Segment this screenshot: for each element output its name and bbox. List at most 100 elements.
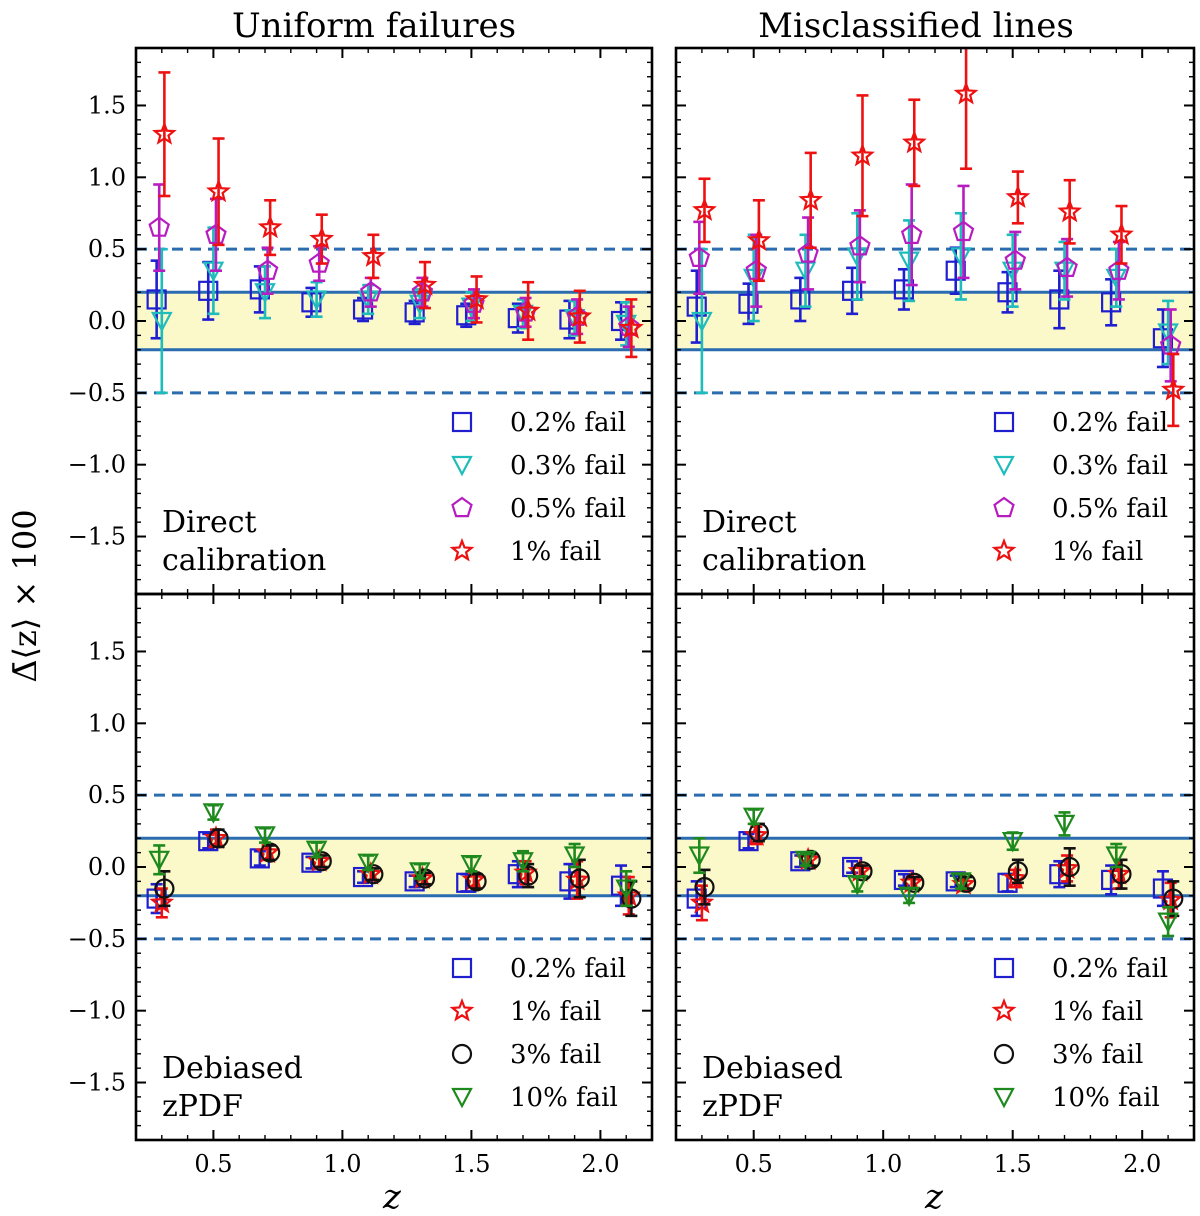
legend-label: 1% fail (1052, 997, 1143, 1027)
panel-uniform-debiased: 0.5 1.0 1.5 2.0 −1.5 −1.0 −0.5 0.0 0.5 1.0 1.5 Debi… (68, 592, 654, 1178)
data-point (198, 280, 219, 301)
data-point (208, 828, 229, 849)
data-point (257, 214, 283, 239)
data-point (901, 129, 927, 154)
data-point (1157, 912, 1179, 933)
data-series-group (146, 71, 644, 395)
data-point (950, 872, 972, 893)
legend-label: 0.2% fail (510, 954, 626, 984)
legend-marker (993, 1043, 1015, 1065)
legend-label: 1% fail (510, 537, 601, 567)
legend-marker (993, 496, 1015, 518)
x-tick-label: 1.5 (452, 1150, 490, 1178)
data-point (308, 252, 330, 273)
data-point (154, 878, 175, 899)
data-point (360, 243, 386, 267)
x-tick-label: 1.0 (323, 1150, 361, 1178)
data-point (1111, 864, 1132, 885)
data-point (464, 286, 490, 311)
data-point (513, 859, 538, 884)
data-point (1109, 221, 1134, 246)
legend-label: 0.2% fail (1052, 954, 1168, 984)
x-axis-label-left: z (382, 1177, 402, 1216)
data-point (518, 865, 539, 886)
data-point (846, 875, 869, 896)
data-point (852, 861, 873, 882)
legend-marker (451, 957, 473, 979)
data-point (1007, 861, 1028, 882)
legend-label: 10% fail (510, 1083, 618, 1113)
data-point (950, 247, 972, 268)
data-point (797, 242, 819, 263)
data-point (742, 807, 765, 829)
x-tick-label: 0.5 (735, 1150, 773, 1178)
data-series-group (686, 807, 1184, 938)
legend-label: 0.5% fail (510, 494, 626, 524)
data-point (512, 852, 534, 873)
legend-marker (993, 411, 1015, 433)
data-point (460, 855, 483, 876)
data-point (1001, 832, 1024, 853)
data-point (1057, 198, 1083, 223)
data-point (408, 862, 431, 883)
data-point (1157, 323, 1179, 344)
data-point (691, 311, 713, 333)
data-point (1105, 846, 1128, 867)
data-point (694, 877, 715, 898)
data-point (846, 247, 869, 268)
data-point (686, 296, 707, 317)
data-point (616, 882, 642, 907)
x-tick-label: 2.0 (1123, 1150, 1161, 1178)
data-point (203, 825, 229, 849)
legend-marker (991, 537, 1017, 562)
data-point (363, 864, 384, 885)
data-point (904, 872, 925, 893)
data-point (798, 187, 824, 211)
y-tick-label: 0.0 (88, 853, 126, 881)
data-point (410, 865, 435, 890)
legend-label: 0.2% fail (1052, 408, 1168, 438)
y-tick-label: 0.5 (88, 781, 126, 809)
data-point (1059, 856, 1080, 878)
data-point (746, 227, 772, 252)
data-point (461, 866, 487, 891)
y-tick-label: −1.5 (68, 1069, 126, 1097)
data-point (1005, 184, 1031, 208)
data-point (563, 846, 586, 867)
y-tick-label: 0.0 (88, 307, 126, 335)
title-uniform-failures: Uniform failures (232, 6, 516, 46)
data-point (688, 846, 711, 867)
data-point (148, 850, 171, 872)
data-point (997, 282, 1018, 303)
legend-marker (451, 1087, 473, 1109)
data-point (618, 315, 644, 339)
data-point (615, 879, 638, 900)
data-point (1001, 261, 1024, 283)
y-axis-label: Δ̄⟨z⟩ × 100 (6, 509, 44, 682)
data-point (146, 289, 167, 310)
y-tick-label: 0.5 (88, 235, 126, 263)
data-point (1056, 256, 1078, 277)
tolerance-band (676, 292, 1194, 350)
x-tick-label: 2.0 (581, 1150, 619, 1178)
data-point (567, 303, 593, 328)
data-point (898, 886, 920, 908)
data-point (305, 290, 328, 311)
data-point (311, 851, 332, 872)
data-point (1004, 249, 1027, 270)
data-series-group (146, 803, 642, 919)
legend-label: 3% fail (1052, 1040, 1143, 1070)
data-point (148, 216, 170, 237)
legend-marker (451, 1043, 473, 1065)
data-point (150, 311, 173, 333)
panel-frame (674, 592, 1196, 1142)
x-tick-label: 0.5 (194, 1150, 232, 1178)
data-point (790, 289, 811, 310)
panel-annotation: calibration (702, 543, 866, 578)
data-point (1053, 814, 1076, 836)
data-point (357, 853, 380, 875)
panel-annotation: Direct (162, 505, 257, 540)
y-tick-label: −1.0 (68, 997, 126, 1025)
